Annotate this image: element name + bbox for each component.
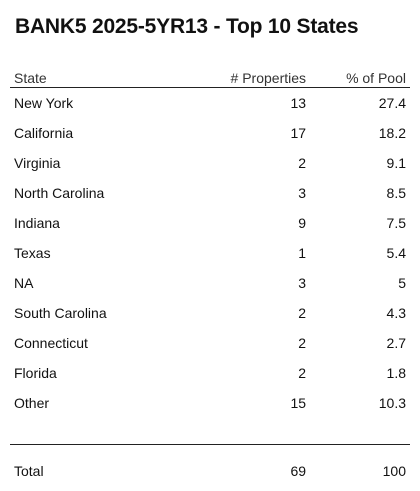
cell-properties: 3 [200,178,310,208]
cell-properties: 9 [200,208,310,238]
cell-properties: 2 [200,298,310,328]
cell-state: North Carolina [10,178,200,208]
cell-state: NA [10,268,200,298]
cell-pool: 9.1 [310,148,410,178]
total-pool: 100 [310,445,410,491]
cell-state: Indiana [10,208,200,238]
cell-pool: 4.3 [310,298,410,328]
cell-properties: 3 [200,268,310,298]
cell-pool: 27.4 [310,88,410,119]
cell-state: California [10,118,200,148]
page-title: BANK5 2025-5YR13 - Top 10 States [15,15,358,39]
table-row: Florida 2 1.8 [10,358,410,388]
table-row: Texas 1 5.4 [10,238,410,268]
cell-state: Texas [10,238,200,268]
cell-pool: 2.7 [310,328,410,358]
cell-properties: 15 [200,388,310,418]
table-row: Other 15 10.3 [10,388,410,418]
cell-pool: 1.8 [310,358,410,388]
header-state: State [10,64,200,88]
cell-state: Virginia [10,148,200,178]
cell-state: Florida [10,358,200,388]
header-properties: # Properties [200,64,310,88]
cell-properties: 2 [200,328,310,358]
cell-pool: 10.3 [310,388,410,418]
table-row: South Carolina 2 4.3 [10,298,410,328]
cell-properties: 17 [200,118,310,148]
cell-properties: 2 [200,148,310,178]
cell-pool: 18.2 [310,118,410,148]
states-table: State # Properties % of Pool New York 13… [10,64,410,491]
total-row: Total 69 100 [10,445,410,491]
table-row: New York 13 27.4 [10,88,410,119]
table-row: Connecticut 2 2.7 [10,328,410,358]
table-row: NA 3 5 [10,268,410,298]
cell-pool: 8.5 [310,178,410,208]
cell-pool: 5 [310,268,410,298]
header-pool: % of Pool [310,64,410,88]
table-row: California 17 18.2 [10,118,410,148]
cell-properties: 13 [200,88,310,119]
table-row: Indiana 9 7.5 [10,208,410,238]
table-row: Virginia 2 9.1 [10,148,410,178]
cell-pool: 5.4 [310,238,410,268]
total-properties: 69 [200,445,310,491]
cell-state: Other [10,388,200,418]
cell-state: South Carolina [10,298,200,328]
table-spacer-row [10,418,410,445]
cell-properties: 2 [200,358,310,388]
table-header-row: State # Properties % of Pool [10,64,410,88]
cell-state: Connecticut [10,328,200,358]
table-row: North Carolina 3 8.5 [10,178,410,208]
cell-pool: 7.5 [310,208,410,238]
cell-state: New York [10,88,200,119]
total-label: Total [10,445,200,491]
cell-properties: 1 [200,238,310,268]
